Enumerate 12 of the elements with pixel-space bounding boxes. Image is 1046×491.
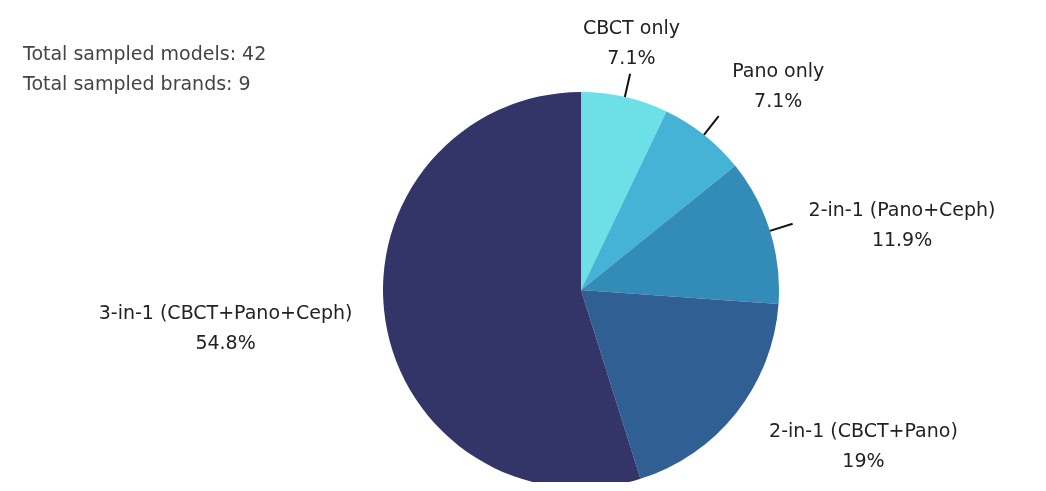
text: Total sampled brands: 9 <box>22 72 251 94</box>
slice-label: 2-in-1 (Pano+Ceph) <box>808 197 996 220</box>
slice-label: CBCT only <box>582 15 680 38</box>
data-label: 7.1% <box>607 45 656 68</box>
text: Total sampled models: 42 <box>22 42 267 64</box>
data-label: 11.9% <box>871 227 933 250</box>
data-label: 7.1% <box>754 89 803 112</box>
slice-label: Pano only <box>732 59 825 82</box>
data-label: 54.8% <box>195 330 256 353</box>
slice-label: 2-in-1 (CBCT+Pano) <box>769 419 958 442</box>
slice-label: 3-in-1 (CBCT+Pano+Ceph) <box>98 300 353 323</box>
data-label: 19% <box>842 449 885 472</box>
